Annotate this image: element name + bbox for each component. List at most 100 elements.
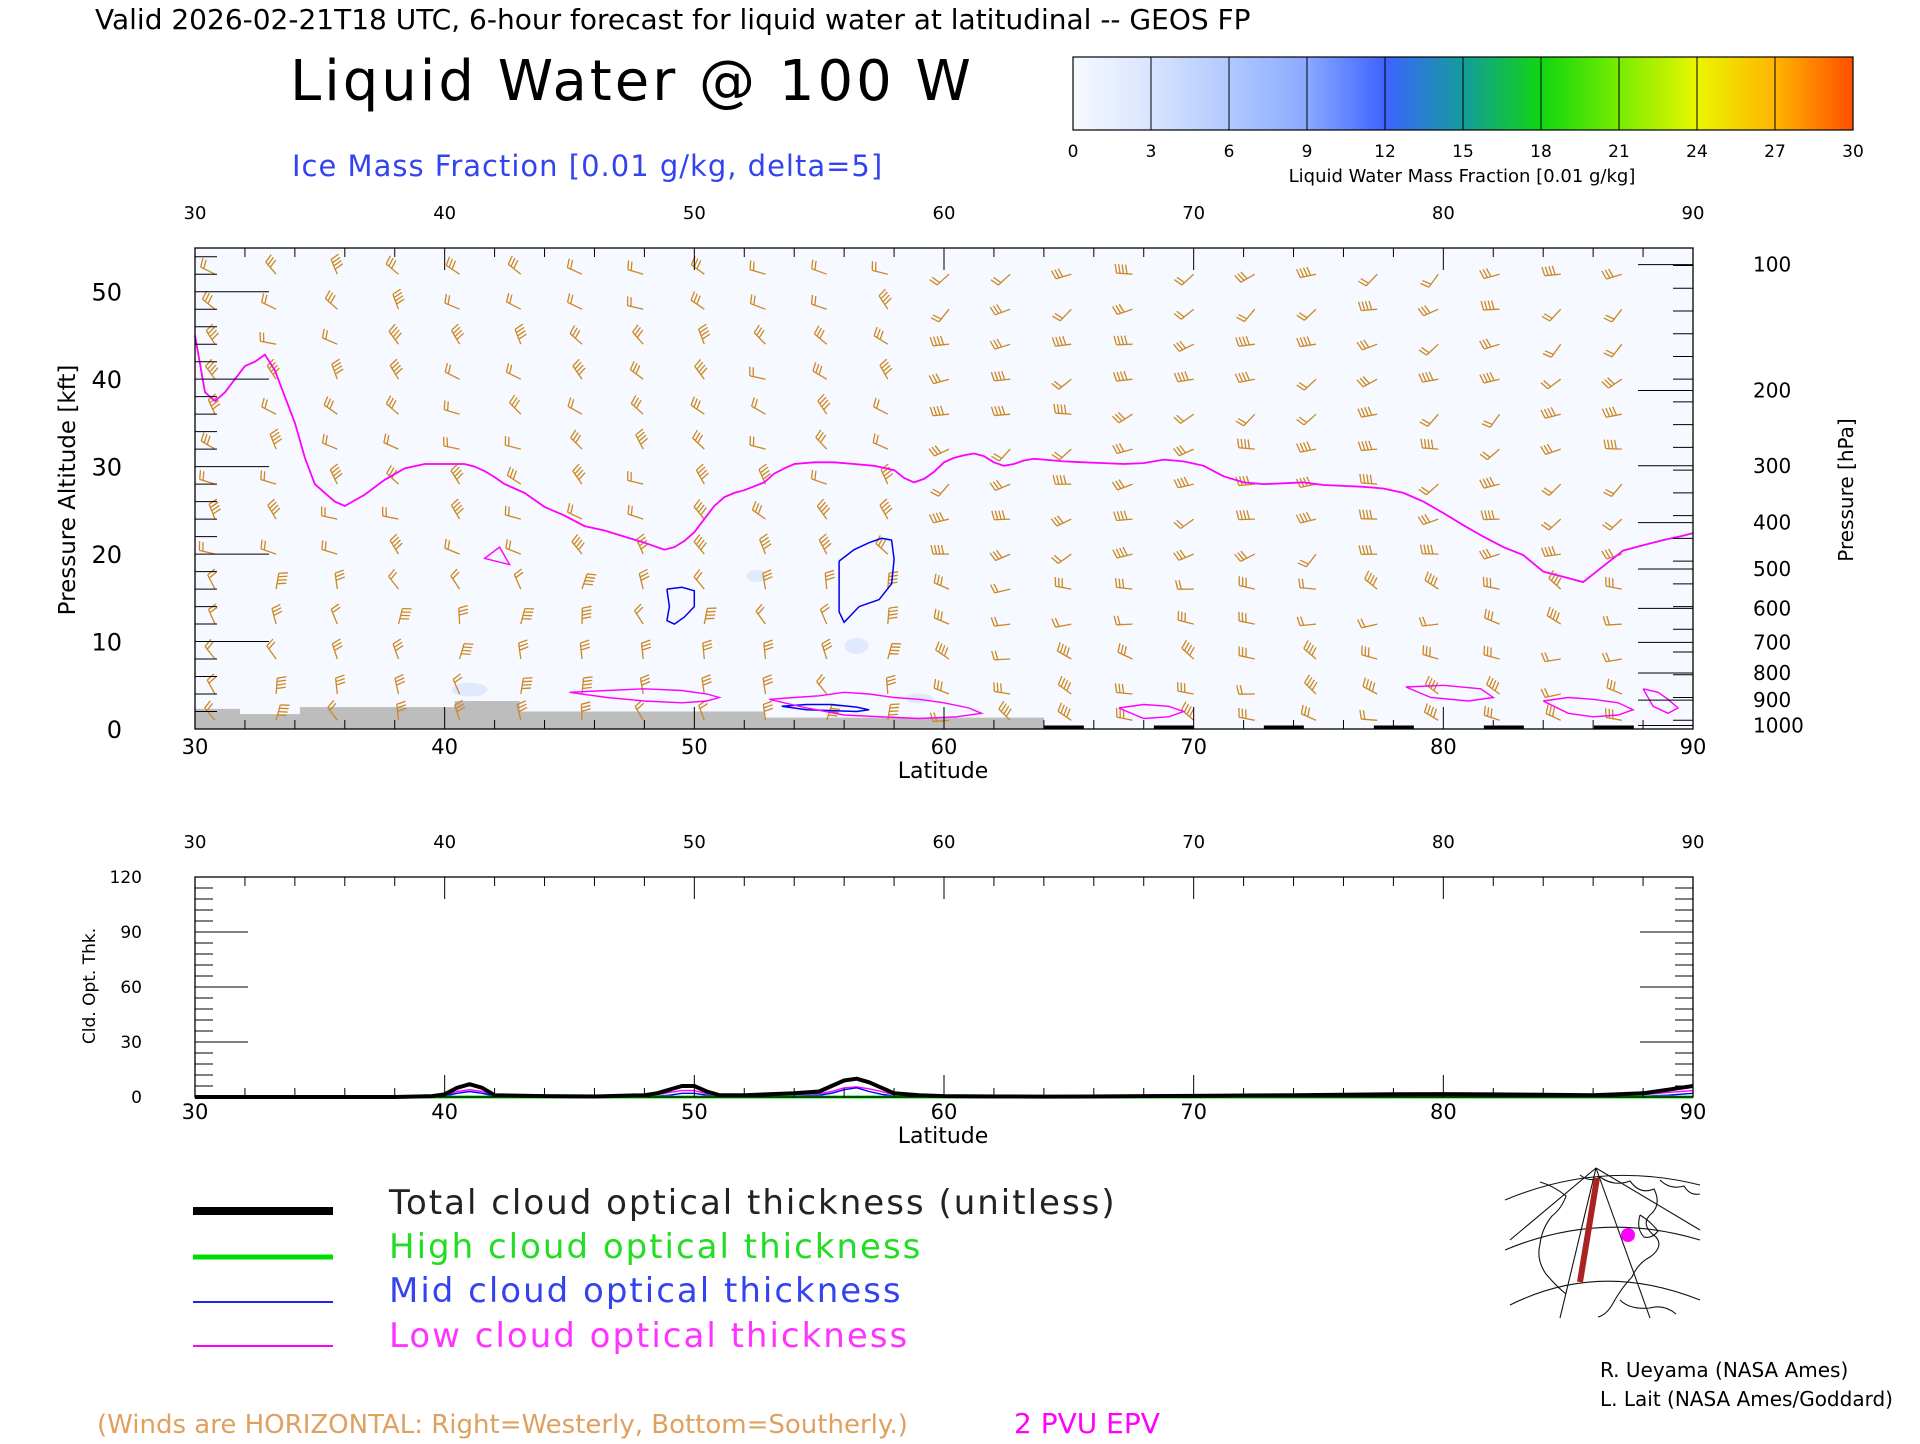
colorbar-segment [1307,57,1386,130]
colorbar-segment [1619,57,1698,130]
top-panel: 3030404050506060707080809090010203040501… [91,203,1803,759]
colorbar-tick-label: 3 [1146,142,1157,162]
colorbar-segment [1151,57,1230,130]
colorbar-segment [1073,57,1152,130]
bottom-y-tick-label: 60 [120,978,142,998]
bottom-top-x-tick-label: 40 [433,832,456,853]
bottom-top-x-tick-label: 80 [1432,832,1455,853]
bottom-y-tick-label: 90 [120,923,142,943]
bottom-top-x-tick-label: 50 [683,832,706,853]
pressure-tick-label: 600 [1753,596,1791,620]
left-y-tick-label: 20 [91,541,122,569]
bottom-panel: 30 30 40 40 50 50 60 60 70 70 80 80 90 90 0 30 60 90 120 [110,832,1707,1124]
bottom-x-tick-label: 60 [931,1100,958,1124]
location-marker [1621,1228,1635,1242]
bottom-x-tick-label: 60 [931,735,958,759]
pressure-tick-label: 1000 [1753,714,1804,738]
legend-label-low: Low cloud optical thickness [389,1316,909,1356]
left-y-tick-label: 30 [91,454,122,482]
colorbar-segment [1775,57,1854,130]
pressure-tick-label: 700 [1753,630,1791,654]
pressure-tick-label: 400 [1753,511,1791,535]
colorbar: 0 3 6 9 12 15 18 21 24 27 30 [1068,57,1864,162]
colorbar-tick-label: 12 [1374,142,1396,162]
pressure-tick-label: 800 [1753,661,1791,685]
legend-label-total: Total cloud optical thickness (unitless) [388,1183,1117,1223]
pressure-tick-label: 200 [1753,379,1791,403]
top-x-tick-label: 30 [184,203,207,224]
wind-barb-staff [459,608,460,624]
colorbar-tick-label: 30 [1842,142,1864,162]
colorbar-tick-label: 21 [1608,142,1630,162]
epv-label: 2 PVU EPV [1014,1407,1160,1440]
bottom-x-tick-label: 40 [431,735,458,759]
bottom-top-x-tick-label: 70 [1182,832,1205,853]
bottom-x-tick-label: 90 [1680,735,1707,759]
legend: Total cloud optical thickness (unitless)… [193,1183,1117,1356]
wind-barb-staff [994,519,1010,520]
bottom-x-tick-label: 90 [1680,1100,1707,1124]
bottom-top-x-tick-label: 90 [1682,832,1705,853]
valid-line: Valid 2026-02-21T18 UTC, 6-hour forecast… [95,3,1251,36]
bottom-y-tick-label: 120 [110,868,142,888]
pressure-tick-label: 500 [1753,557,1791,581]
top-xlabel: Latitude [898,759,989,784]
colorbar-segment [1541,57,1620,130]
winds-note: (Winds are HORIZONTAL: Right=Westerly, B… [97,1410,908,1440]
bottom-y-tick-label: 30 [120,1033,142,1053]
top-x-tick-label: 80 [1432,203,1455,224]
left-y-tick-label: 50 [91,279,122,307]
main-title: Liquid Water @ 100 W [290,49,974,114]
top-ylabel-right: Pressure [hPa] [1834,418,1858,561]
wind-barb-staff [581,704,582,720]
wind-barb-staff [1239,519,1255,520]
colorbar-tick-label: 18 [1530,142,1552,162]
credit-line-2: L. Lait (NASA Ames/Goddard) [1600,1387,1893,1411]
left-y-tick-label: 0 [107,716,122,744]
credit-line-1: R. Ueyama (NASA Ames) [1600,1358,1848,1382]
pressure-tick-label: 100 [1753,253,1791,277]
bottom-y-tick-label: 0 [131,1088,142,1108]
top-x-tick-label: 50 [683,203,706,224]
top-x-tick-label: 90 [1682,203,1705,224]
wind-barb-staff [994,659,1010,660]
colorbar-tick-label: 24 [1686,142,1708,162]
pressure-tick-label: 900 [1753,688,1791,712]
plot-background [195,248,1693,729]
liquid-water-patch [845,638,869,654]
bottom-x-tick-label: 70 [1180,1100,1207,1124]
subtitle: Ice Mass Fraction [0.01 g/kg, delta=5] [292,149,883,183]
left-y-tick-label: 40 [91,366,122,394]
wind-barb-staff [1117,344,1133,345]
bottom-x-tick-label: 80 [1430,735,1457,759]
bottom-x-tick-label: 50 [681,1100,708,1124]
bottom-plot-background [195,877,1693,1097]
legend-label-high: High cloud optical thickness [389,1227,922,1267]
wind-barb-staff [1484,309,1500,310]
top-x-tick-label: 60 [933,203,956,224]
colorbar-tick-label: 9 [1302,142,1313,162]
colorbar-tick-label: 15 [1452,142,1474,162]
bottom-top-x-tick-label: 30 [184,832,207,853]
top-x-tick-label: 70 [1182,203,1205,224]
legend-label-mid: Mid cloud optical thickness [389,1271,903,1311]
colorbar-tick-label: 0 [1068,142,1079,162]
colorbar-label: Liquid Water Mass Fraction [0.01 g/kg] [1289,166,1636,187]
bottom-x-tick-label: 80 [1430,1100,1457,1124]
inset-map [1500,1168,1700,1318]
bottom-top-x-tick-label: 60 [933,832,956,853]
colorbar-tick-label: 27 [1764,142,1786,162]
colorbar-tick-label: 6 [1224,142,1235,162]
colorbar-segment [1385,57,1464,130]
colorbar-segment [1697,57,1776,130]
bottom-x-tick-label: 30 [182,1100,209,1124]
bottom-x-tick-label: 40 [431,1100,458,1124]
bottom-x-tick-label: 50 [681,735,708,759]
left-y-tick-label: 10 [91,629,122,657]
bottom-xlabel: Latitude [898,1124,989,1149]
top-x-tick-label: 40 [433,203,456,224]
top-ylabel-left: Pressure Altitude [kft] [55,365,81,616]
bottom-x-tick-label: 30 [182,735,209,759]
